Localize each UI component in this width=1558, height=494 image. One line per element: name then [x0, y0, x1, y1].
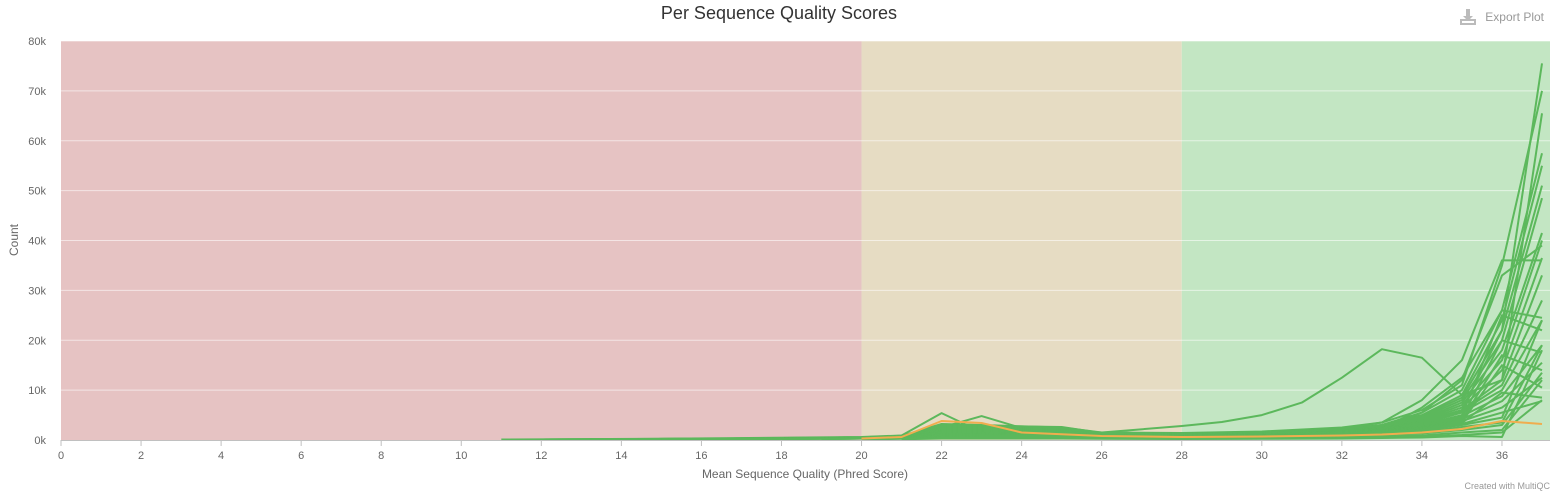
x-tick-label: 18 — [775, 450, 787, 462]
y-tick-label: 0k — [34, 435, 46, 447]
x-tick-label: 12 — [535, 450, 547, 462]
x-tick-label: 4 — [218, 450, 224, 462]
x-tick-label: 34 — [1416, 450, 1428, 462]
y-tick-label: 80k — [28, 36, 46, 48]
grid-lines — [61, 40, 1550, 391]
y-tick-label: 20k — [28, 335, 46, 347]
x-tick-label: 16 — [695, 450, 707, 462]
y-tick-label: 40k — [28, 236, 46, 248]
chart-title: Per Sequence Quality Scores — [660, 3, 898, 23]
x-tick-label: 20 — [855, 450, 867, 462]
download-icon — [1460, 9, 1477, 25]
x-tick-label: 14 — [615, 450, 627, 462]
x-tick-label: 24 — [1016, 450, 1028, 462]
y-tick-label: 50k — [28, 186, 46, 198]
x-tick-label: 8 — [378, 450, 384, 462]
y-tick-label: 30k — [28, 285, 46, 297]
y-tick-label: 60k — [28, 136, 46, 148]
export-plot-button[interactable]: Export Plot — [1459, 8, 1544, 26]
x-tick-label: 0 — [58, 450, 64, 462]
y-axis-label: Count — [7, 223, 21, 256]
x-tick-label: 36 — [1496, 450, 1508, 462]
x-tick-label: 10 — [455, 450, 467, 462]
y-tick-label: 10k — [28, 385, 46, 397]
x-tick-label: 2 — [138, 450, 144, 462]
x-axis-label: Mean Sequence Quality (Phred Score) — [702, 467, 908, 481]
credit-text: Created with MultiQC — [1464, 481, 1550, 491]
x-tick-label: 26 — [1096, 450, 1108, 462]
series-lines — [501, 63, 1543, 441]
y-tick-label: 70k — [28, 86, 46, 98]
x-tick-label: 6 — [298, 450, 304, 462]
export-plot-label: Export Plot — [1485, 10, 1544, 24]
x-tick-label: 28 — [1176, 450, 1188, 462]
series-line-30[interactable] — [901, 349, 1543, 441]
x-tick-label: 30 — [1256, 450, 1268, 462]
x-tick-label: 22 — [935, 450, 947, 462]
series-line-31[interactable] — [861, 420, 1543, 440]
x-tick-label: 32 — [1336, 450, 1348, 462]
